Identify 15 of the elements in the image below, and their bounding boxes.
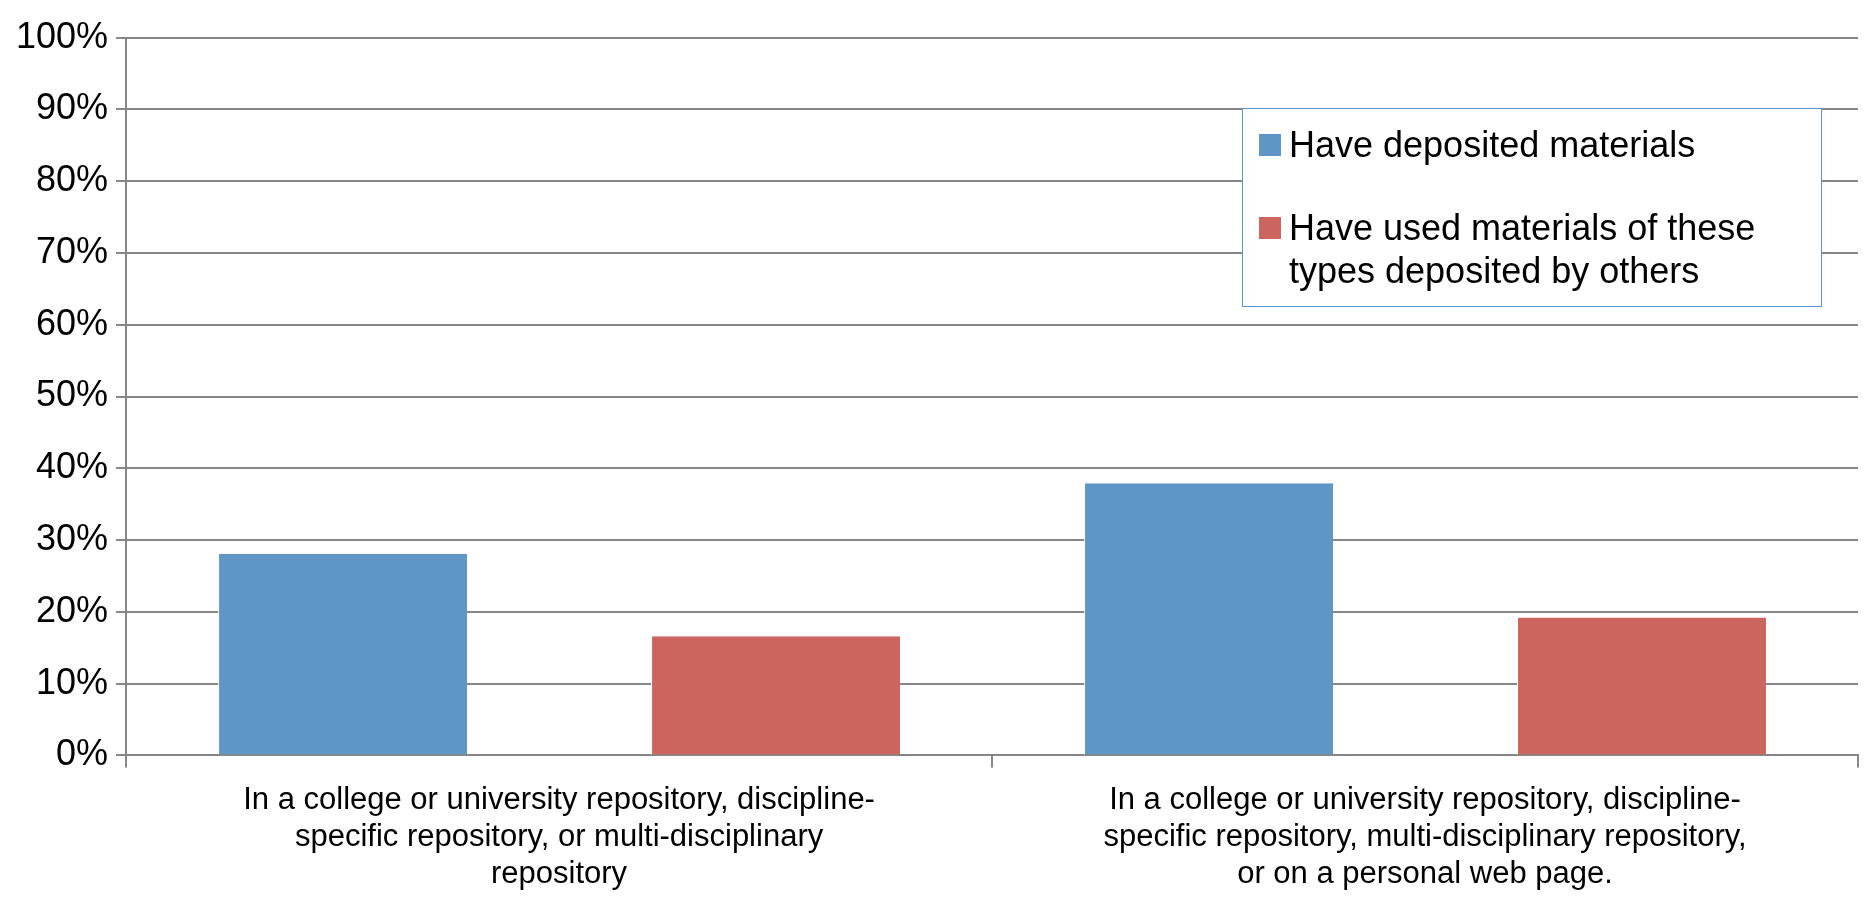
y-tick-label: 70% <box>36 229 109 271</box>
legend-label: Have deposited materials <box>1289 122 1696 166</box>
y-tick-label: 20% <box>36 588 109 630</box>
y-tick-label: 80% <box>36 158 109 200</box>
y-tick-label: 40% <box>36 445 109 487</box>
x-tick-label: In a college or university repository, discipline-specific repository, multi-disciplinary repository, or on a personal web page. <box>1103 780 1747 890</box>
y-tick-label: 0% <box>56 732 109 774</box>
y-tick-label: 30% <box>36 516 109 558</box>
y-tick-label: 50% <box>36 373 109 415</box>
x-tick-label: In a college or university repository, discipline-specific repository, or multi-disciplinary repository <box>243 780 875 890</box>
y-tick-label: 60% <box>36 301 109 343</box>
legend-label: Have used materials of these types deposited by others <box>1289 205 1757 293</box>
y-tick-label: 10% <box>36 660 109 702</box>
y-tick-label: 90% <box>36 86 109 128</box>
y-tick-label: 100% <box>16 14 109 56</box>
